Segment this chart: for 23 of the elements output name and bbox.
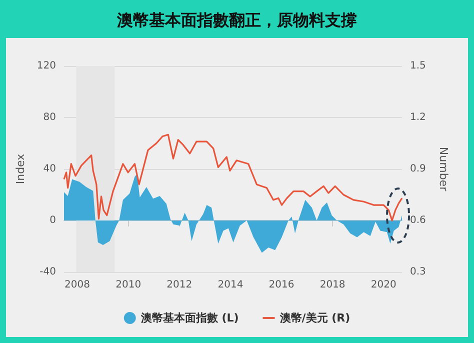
y-tick-label: 120 bbox=[36, 60, 56, 72]
y-tick-label: 80 bbox=[43, 112, 56, 123]
y2-tick-label: 1.2 bbox=[410, 112, 426, 123]
y-tick-label: -40 bbox=[40, 266, 56, 278]
y-axis-title: Index bbox=[14, 153, 28, 184]
x-tick-label: 2012 bbox=[166, 280, 192, 290]
x-tick-label: 2008 bbox=[64, 280, 90, 290]
y2-tick-label: 0.6 bbox=[410, 215, 426, 226]
legend-label: 澳幣/美元 (R) bbox=[278, 312, 350, 324]
x-tick-label: 2020 bbox=[370, 280, 396, 290]
x-tick-label: 2018 bbox=[320, 280, 346, 290]
x-tick-label: 2016 bbox=[268, 280, 294, 290]
y2-tick-label: 1.5 bbox=[410, 60, 426, 72]
y-tick-label: 0 bbox=[50, 215, 56, 226]
x-tick-label: 2010 bbox=[116, 280, 142, 290]
legend-label: 澳幣基本面指數 (L) bbox=[140, 312, 239, 324]
y2-axis-title: Number bbox=[437, 146, 450, 192]
y-tick-label: 40 bbox=[43, 164, 56, 174]
y2-tick-label: 0.9 bbox=[410, 164, 426, 174]
chart-title: 澳幣基本面指數翻正，原物料支撐 bbox=[116, 10, 357, 30]
y2-tick-label: 0.3 bbox=[410, 266, 426, 278]
x-tick-label: 2014 bbox=[218, 280, 244, 290]
line-series bbox=[63, 134, 403, 222]
